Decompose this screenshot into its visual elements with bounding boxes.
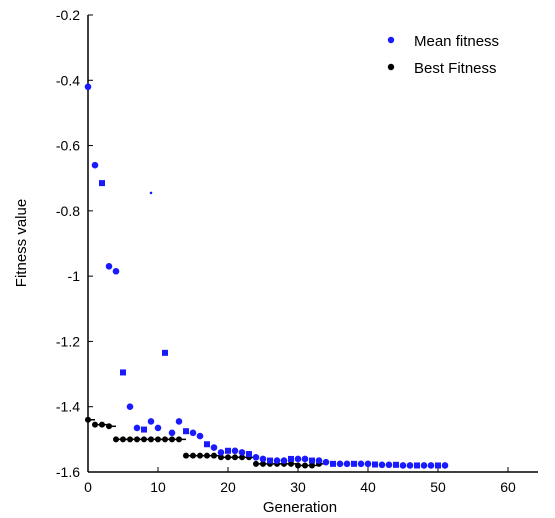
y-tick-label: -1.2 <box>56 333 80 349</box>
point-mean-fitness <box>420 462 428 469</box>
point-mean-fitness <box>196 432 204 440</box>
point-mean-fitness <box>175 418 183 425</box>
point-mean-fitness <box>357 460 365 468</box>
point-mean-fitness <box>84 83 92 91</box>
x-tick-label: 20 <box>220 479 236 495</box>
point-mean-fitness <box>406 462 414 469</box>
y-tick-label: -0.6 <box>56 138 80 154</box>
axes <box>87 15 538 473</box>
x-tick-label: 0 <box>84 479 92 495</box>
point-mean-fitness <box>238 449 246 456</box>
x-tick-label: 50 <box>430 479 446 495</box>
point-mean-fitness <box>435 462 441 469</box>
point-mean-fitness <box>141 426 147 433</box>
point-mean-fitness <box>99 180 105 187</box>
point-mean-fitness <box>385 461 393 469</box>
point-mean-fitness <box>273 457 281 464</box>
y-tick-label: -1.6 <box>56 464 80 480</box>
point-mean-fitness <box>183 428 189 435</box>
point-mean-fitness <box>112 267 120 275</box>
point-mean-fitness <box>154 424 162 432</box>
x-tick-label: 30 <box>290 479 306 495</box>
point-mean-fitness <box>301 455 309 463</box>
point-mean-fitness <box>378 461 386 469</box>
point-mean-fitness <box>162 349 168 356</box>
y-tick-label: -0.4 <box>56 72 80 88</box>
point-mean-fitness <box>315 457 323 464</box>
point-mean-fitness-stray <box>149 191 153 195</box>
point-mean-fitness <box>217 449 225 456</box>
point-mean-fitness <box>336 460 344 468</box>
legend-marker-best-fitness <box>387 63 395 71</box>
point-mean-fitness <box>126 403 134 411</box>
point-mean-fitness <box>259 455 267 463</box>
point-mean-fitness <box>372 461 378 468</box>
point-mean-fitness <box>210 444 218 451</box>
point-mean-fitness <box>280 457 288 464</box>
point-mean-fitness <box>288 455 294 462</box>
point-mean-fitness <box>267 457 273 464</box>
x-tick-label: 60 <box>500 479 516 495</box>
point-mean-fitness <box>322 458 330 466</box>
point-mean-fitness <box>343 460 351 468</box>
point-mean-fitness <box>330 460 336 467</box>
x-tick-label: 40 <box>360 479 376 495</box>
point-mean-fitness <box>189 429 197 437</box>
y-axis-label: Fitness value <box>13 199 30 287</box>
legend: Mean fitness Best Fitness <box>387 33 499 77</box>
point-mean-fitness <box>105 263 113 270</box>
point-mean-fitness <box>351 460 357 467</box>
y-tick-label: -0.8 <box>56 203 80 219</box>
legend-label-best-fitness: Best Fitness <box>414 60 497 77</box>
y-tick-label: -0.2 <box>56 7 80 23</box>
point-mean-fitness <box>168 429 176 437</box>
point-mean-fitness <box>441 462 449 469</box>
x-tick-label: 10 <box>150 479 166 495</box>
legend-marker-mean-fitness <box>387 36 395 44</box>
point-mean-fitness <box>225 447 231 454</box>
point-mean-fitness <box>231 447 239 455</box>
x-axis-label: Generation <box>263 499 337 516</box>
point-mean-fitness <box>252 454 260 461</box>
point-mean-fitness <box>204 441 210 448</box>
point-mean-fitness <box>427 462 435 469</box>
point-mean-fitness <box>246 451 252 458</box>
legend-label-mean-fitness: Mean fitness <box>414 33 499 50</box>
point-mean-fitness <box>309 457 315 464</box>
point-mean-fitness <box>147 418 155 425</box>
point-mean-fitness <box>414 462 420 469</box>
point-mean-fitness <box>294 455 302 463</box>
point-mean-fitness <box>399 462 407 469</box>
point-mean-fitness <box>364 460 372 468</box>
y-tick-label: -1.4 <box>56 399 80 415</box>
y-tick-label: -1 <box>68 268 81 284</box>
point-mean-fitness <box>91 161 99 169</box>
data-points <box>84 83 449 469</box>
point-mean-fitness <box>120 369 126 376</box>
ticks: 0 10 20 30 40 50 60 -0.2 -0.4 -0.6 -0.8 -1 -1.2 -1.4 -… <box>56 7 516 495</box>
point-mean-fitness <box>133 424 141 432</box>
point-mean-fitness <box>393 461 399 468</box>
